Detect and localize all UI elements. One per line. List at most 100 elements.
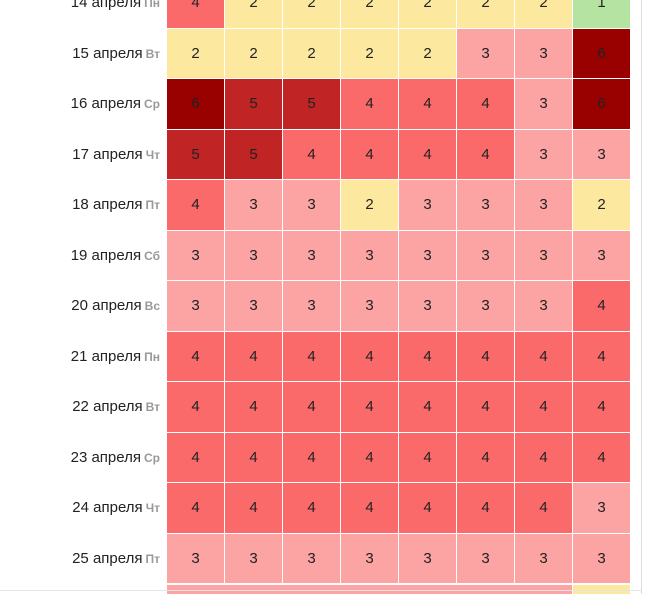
- kp-cell: 4: [225, 331, 283, 382]
- kp-cell: 2: [573, 180, 631, 231]
- kp-cell: 3: [573, 533, 631, 584]
- weekday: Ср: [144, 450, 160, 465]
- row-label: 24 апреля Чт: [0, 498, 160, 518]
- kp-cell: 4: [573, 331, 631, 382]
- kp-cell: 4: [225, 382, 283, 433]
- page-border: [641, 0, 642, 594]
- kp-cell: 4: [167, 382, 225, 433]
- kp-cell: 3: [457, 230, 515, 281]
- date: 25 апреля: [72, 549, 143, 567]
- kp-cell: 3: [167, 533, 225, 584]
- weekday: Вт: [145, 46, 160, 61]
- kp-cell: 3: [341, 230, 399, 281]
- kp-cell: 4: [167, 432, 225, 483]
- row-label: 21 апреля Пн: [0, 347, 160, 367]
- kp-cell: 4: [515, 382, 573, 433]
- date: 14 апреля: [70, 0, 142, 12]
- kp-cell: 2: [341, 0, 399, 29]
- row-label: 22 апреля Вт: [0, 397, 160, 417]
- kp-cell: 5: [225, 129, 283, 180]
- kp-cell: 4: [457, 331, 515, 382]
- kp-cell: 4: [167, 180, 225, 231]
- weekday: Вс: [144, 299, 160, 314]
- kp-cell: 2: [341, 28, 399, 79]
- date: 18 апреля: [72, 196, 143, 214]
- kp-cell: 4: [341, 483, 399, 534]
- weekday: Ср: [144, 97, 160, 112]
- kp-cell: 4: [167, 483, 225, 534]
- kp-cell: 5: [225, 79, 283, 130]
- page-border: [0, 590, 641, 591]
- weekday: Чт: [145, 501, 160, 516]
- kp-cell: 4: [341, 331, 399, 382]
- kp-cell: 3: [283, 230, 341, 281]
- kp-cell: 3: [167, 230, 225, 281]
- kp-cell: 3: [225, 230, 283, 281]
- kp-cell: 2: [225, 28, 283, 79]
- kp-cell: 3: [573, 129, 631, 180]
- kp-cell: 4: [573, 382, 631, 433]
- kp-cell: 4: [283, 432, 341, 483]
- kp-cell: 2: [283, 28, 341, 79]
- weekday: Вт: [145, 400, 160, 415]
- kp-cell: 3: [283, 533, 341, 584]
- kp-cell: 3: [457, 28, 515, 79]
- kp-cell: 4: [283, 382, 341, 433]
- kp-cell: 3: [457, 533, 515, 584]
- kp-cell: 6: [573, 28, 631, 79]
- weekday: Сб: [144, 248, 160, 263]
- kp-cell: 2: [283, 0, 341, 29]
- kp-cell: 5: [167, 129, 225, 180]
- kp-cell: 4: [167, 331, 225, 382]
- kp-cell: 4: [225, 483, 283, 534]
- kp-cell: 4: [341, 432, 399, 483]
- kp-cell: 4: [167, 0, 225, 29]
- partial-row: [167, 585, 573, 594]
- row-label: 25 апреля Пт: [0, 549, 160, 569]
- kp-cell: 4: [341, 129, 399, 180]
- kp-cell: 3: [399, 230, 457, 281]
- weekday: Чт: [145, 147, 160, 162]
- kp-cell: 3: [399, 180, 457, 231]
- kp-cell: 3: [515, 180, 573, 231]
- kp-cell: 3: [225, 281, 283, 332]
- kp-cell: 3: [515, 79, 573, 130]
- kp-cell: 4: [399, 331, 457, 382]
- row-label: 23 апреля Ср: [0, 448, 160, 468]
- kp-cell: 4: [573, 281, 631, 332]
- kp-cell: 3: [573, 483, 631, 534]
- row-label: 18 апреля Пт: [0, 195, 160, 215]
- kp-cell: 3: [399, 533, 457, 584]
- kp-cell: 4: [399, 483, 457, 534]
- kp-cell: 4: [457, 432, 515, 483]
- kp-cell: 3: [573, 230, 631, 281]
- kp-cell: 3: [283, 180, 341, 231]
- row-label: 15 апреля Вт: [0, 44, 160, 64]
- kp-cell: 3: [225, 180, 283, 231]
- kp-cell: 4: [573, 432, 631, 483]
- kp-cell: 4: [283, 483, 341, 534]
- kp-cell: 4: [515, 432, 573, 483]
- kp-cell: 4: [399, 382, 457, 433]
- kp-cell: 6: [573, 79, 631, 130]
- kp-cell: 3: [515, 28, 573, 79]
- kp-cell: 4: [283, 129, 341, 180]
- kp-cell: 3: [457, 180, 515, 231]
- kp-cell: 4: [457, 382, 515, 433]
- kp-cell: 6: [167, 79, 225, 130]
- kp-cell: 2: [457, 0, 515, 29]
- kp-cell: 2: [167, 28, 225, 79]
- kp-cell: 4: [515, 331, 573, 382]
- kp-cell: 4: [399, 79, 457, 130]
- kp-cell: 3: [283, 281, 341, 332]
- kp-cell: 4: [457, 79, 515, 130]
- kp-cell: 2: [341, 180, 399, 231]
- kp-cell: 3: [341, 533, 399, 584]
- kp-cell: 2: [515, 0, 573, 29]
- weekday: Пт: [145, 198, 160, 213]
- kp-cell: 3: [515, 533, 573, 584]
- row-label: 17 апреля Чт: [0, 145, 160, 165]
- kp-cell: 4: [225, 432, 283, 483]
- kp-cell: 4: [399, 129, 457, 180]
